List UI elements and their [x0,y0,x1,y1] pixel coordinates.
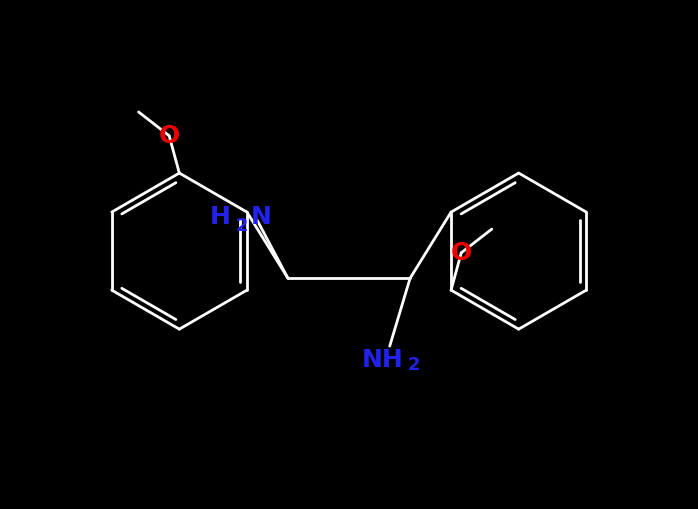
Text: NH: NH [362,348,404,372]
Text: 2: 2 [407,356,419,374]
Text: O: O [451,241,472,265]
Text: 2: 2 [235,217,248,235]
Text: N: N [251,205,272,229]
Text: O: O [158,124,180,148]
Text: H: H [209,205,230,229]
